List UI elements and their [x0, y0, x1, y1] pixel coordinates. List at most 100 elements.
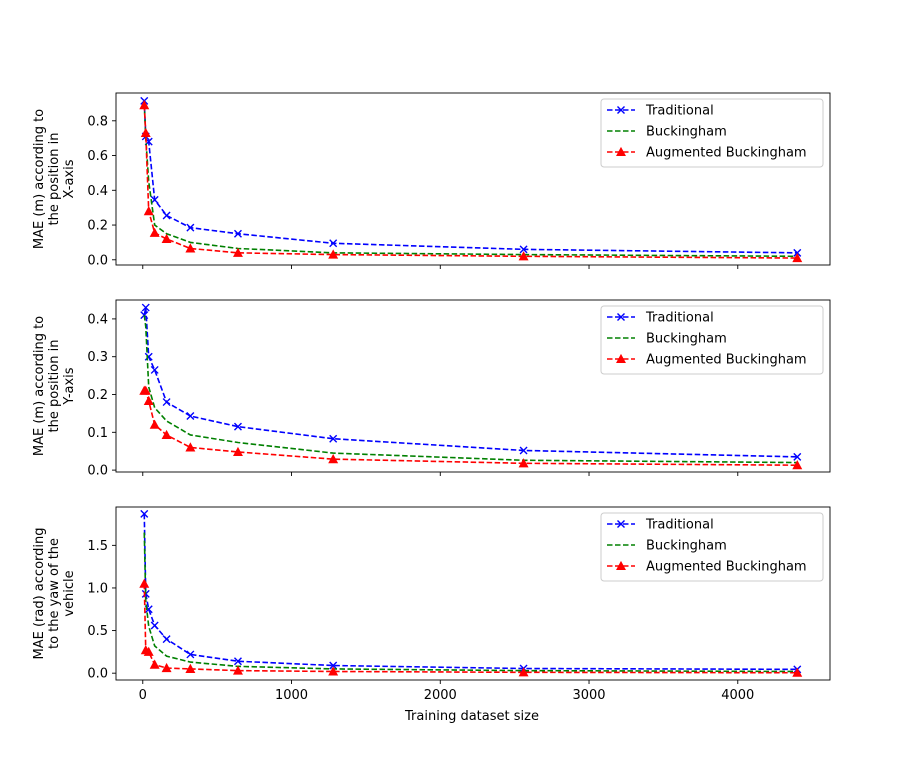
- legend-entry-buckingham: Buckingham: [607, 332, 727, 347]
- data-point-traditional-stroke-b: [329, 239, 338, 248]
- legend-marker: [617, 313, 625, 321]
- legend-label: Buckingham: [646, 332, 727, 347]
- y-tick-label: 1.5: [87, 539, 108, 554]
- subplot-1-frame: [115, 92, 831, 266]
- y-axis-label: MAE (rad) accordingto the yaw of thevehi…: [32, 528, 77, 660]
- data-point-traditional: [233, 657, 242, 666]
- x-tick-label: 2000: [424, 688, 457, 703]
- data-point-augmented-buckingham: [161, 233, 172, 243]
- legend-entry-buckingham: Buckingham: [607, 539, 727, 554]
- data-point-augmented-buckingham: [328, 454, 339, 464]
- data-point-traditional-stroke-b: [141, 303, 150, 312]
- y-axis-label-line: the position in: [47, 340, 62, 433]
- data-point-traditional: [162, 635, 171, 644]
- subplot-2: 0.0 0.1 0.2 0.3 0.4 MAE (m) according tothe p…: [32, 299, 831, 479]
- y-axis-label-line: MAE (rad) according: [32, 528, 47, 660]
- data-point-augmented-buckingham: [233, 446, 243, 457]
- legend-marker: [616, 146, 626, 157]
- y-axis-label-line: MAE (m) according to: [32, 109, 47, 249]
- data-point-augmented-buckingham: [518, 458, 529, 468]
- data-point-traditional: [329, 239, 338, 248]
- y-tick-label: 0.0: [87, 464, 108, 479]
- y-tick-label: 0.2: [87, 219, 108, 234]
- y-axis-label: MAE (m) according tothe position inY-axi…: [32, 316, 77, 456]
- legend-label: Traditional: [645, 518, 714, 533]
- data-point-traditional-stroke-b: [793, 248, 802, 257]
- subplot-3: 0.0 0.5 1.0 1.5 0 1000 2000 3000 4000 MAE (rad) a…: [32, 506, 831, 703]
- series-line-augmented-buckingham: [144, 389, 798, 466]
- legend-marker: [616, 560, 626, 571]
- data-point-augmented-buckingham: [328, 666, 339, 676]
- legend-entry-traditional: Traditional: [607, 311, 714, 326]
- data-point-augmented-buckingham: [140, 385, 151, 395]
- data-point-traditional: [141, 303, 150, 312]
- series-buckingham: [143, 315, 798, 464]
- data-point-traditional: [140, 509, 149, 518]
- y-tick-label: 0.0: [87, 253, 108, 268]
- data-point-traditional: [793, 452, 802, 461]
- x-tick-label: 0: [139, 688, 147, 703]
- x-tick-label: 1000: [275, 688, 308, 703]
- data-point-augmented-buckingham: [143, 395, 154, 405]
- legend: Traditional Buckingham Augmented Buckingha…: [600, 512, 824, 582]
- subplot-3-frame: [115, 506, 831, 681]
- series-augmented-buckingham: [139, 385, 803, 470]
- data-point-augmented-buckingham: [161, 662, 172, 673]
- legend-label: Augmented Buckingham: [646, 146, 807, 161]
- data-point-augmented-buckingham: [792, 460, 803, 470]
- series-line-buckingham: [143, 532, 798, 673]
- data-point-traditional: [162, 211, 171, 220]
- subplot-2-frame: [115, 299, 831, 473]
- data-point-augmented-buckingham: [185, 442, 196, 452]
- data-point-traditional-stroke-b: [233, 657, 242, 666]
- data-point-traditional-stroke-b: [793, 452, 802, 461]
- y-axis-label-line: the position in: [47, 133, 62, 226]
- x-tick-label: 3000: [572, 688, 605, 703]
- y-axis-label-line: Y-axis: [62, 367, 77, 405]
- y-axis-label: MAE (m) according tothe position inX-axi…: [32, 109, 77, 249]
- data-point-traditional: [144, 352, 153, 361]
- series-line-buckingham: [143, 315, 798, 464]
- data-point-augmented-buckingham: [518, 667, 529, 677]
- legend-label: Traditional: [645, 104, 714, 119]
- data-point-traditional: [150, 365, 159, 374]
- x-tick-label: 4000: [721, 688, 754, 703]
- legend-marker: [616, 353, 626, 364]
- data-point-traditional: [329, 661, 338, 670]
- data-point-traditional-stroke-b: [144, 605, 153, 614]
- data-point-traditional: [329, 434, 338, 443]
- y-tick-label: 0.4: [87, 312, 108, 327]
- data-point-traditional-stroke-b: [186, 650, 195, 659]
- data-point-augmented-buckingham: [161, 429, 172, 440]
- subplot-1: 0.0 0.2 0.4 0.6 0.8 MAE (m) according tothe p…: [32, 92, 831, 269]
- data-point-traditional: [519, 446, 528, 455]
- data-point-augmented-buckingham: [792, 252, 803, 263]
- data-point-traditional: [150, 621, 159, 630]
- y-tick-label: 0.1: [87, 426, 108, 441]
- data-point-traditional: [233, 422, 242, 431]
- data-point-traditional: [519, 245, 528, 254]
- data-point-augmented-buckingham: [149, 659, 160, 669]
- legend-marker: [617, 520, 625, 528]
- series-line-augmented-buckingham: [143, 105, 798, 259]
- data-point-augmented-buckingham: [143, 206, 154, 216]
- y-tick-label: 0.5: [87, 624, 108, 639]
- data-point-augmented-buckingham: [143, 646, 154, 656]
- legend-box: [600, 512, 824, 582]
- legend-entry-augmented-buckingham: Augmented Buckingham: [607, 146, 807, 161]
- data-point-traditional-stroke-b: [329, 434, 338, 443]
- series-line-traditional: [143, 307, 798, 458]
- y-axis-label-line: X-axis: [62, 159, 77, 198]
- y-axis-label-line: vehicle: [62, 570, 77, 616]
- y-tick-label: 0.0: [87, 667, 108, 682]
- data-point-augmented-buckingham: [233, 665, 243, 675]
- y-tick-label: 1.0: [87, 581, 108, 596]
- data-point-traditional-stroke-b: [162, 211, 171, 220]
- legend-marker-stroke-b: [617, 106, 625, 114]
- legend-marker: [617, 106, 625, 114]
- data-point-traditional-stroke-b: [519, 245, 528, 254]
- data-point-traditional: [162, 398, 171, 407]
- series-line-traditional: [143, 513, 798, 671]
- data-point-traditional: [186, 223, 195, 232]
